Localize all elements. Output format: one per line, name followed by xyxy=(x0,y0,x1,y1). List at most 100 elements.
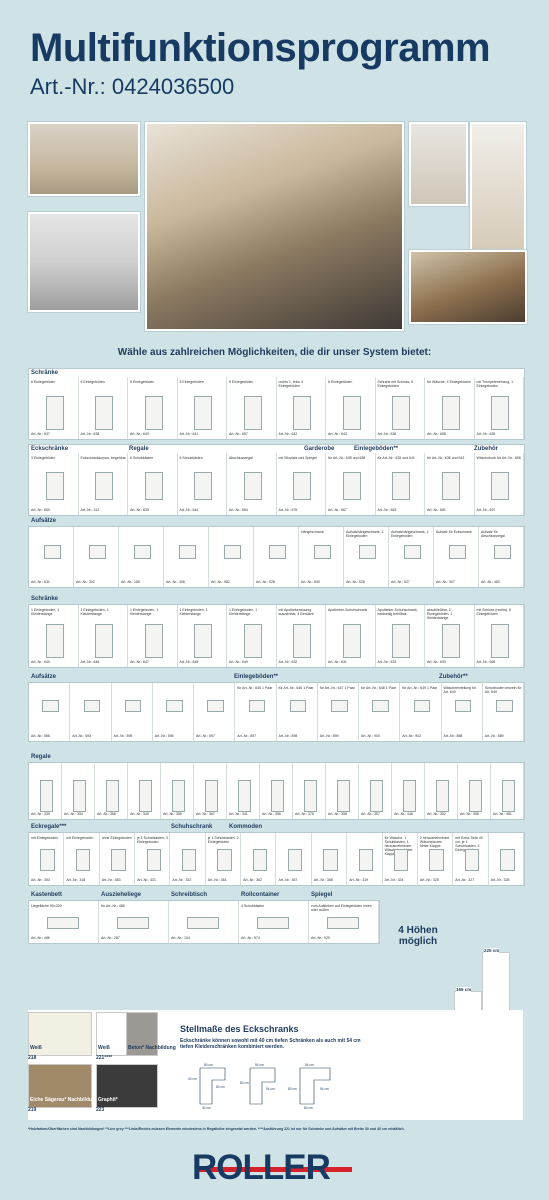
product-cell[interactable]: mit Apothekerauszug ausziehbar, 4 Einsät… xyxy=(277,605,326,667)
product-cell[interactable]: 5 Einlegeböden Art.-Nr.: 640 xyxy=(128,377,178,439)
product-cell[interactable]: Art.-Nr.: 596 xyxy=(153,683,194,741)
product-cell[interactable]: je 1 Schubkasten, 3 Einlegeboden Art.-Nr.… xyxy=(135,833,171,885)
product-cell[interactable]: Schreibtisch Art.-Nr.: 104 xyxy=(169,892,239,943)
product-cell[interactable]: Art.-Nr.: 586 xyxy=(29,683,71,741)
product-cell[interactable]: mit Schloss (rechts), 6 Einlegeböden Art.… xyxy=(475,605,524,667)
product-cell[interactable]: mit Extra-Tiefe 40 cm, je 1 Schubkasten,… xyxy=(453,833,489,885)
product-cell[interactable]: Art.-Nr.: 631 xyxy=(29,527,74,587)
dim-label: 80 cm xyxy=(288,1087,297,1091)
product-cell[interactable]: Spiegel zum Aufkleben auf Einlegeböden in… xyxy=(309,892,379,943)
product-art-number: Art.-Nr.: 902 xyxy=(402,734,422,738)
product-cell[interactable]: für Art.-Nr.: 638 und 658 Art.-Nr.: 667 xyxy=(326,453,376,515)
product-cell[interactable]: Art.-Nr.: 446 xyxy=(392,763,425,819)
product-art-number: Art.-Nr.: 528 xyxy=(256,580,275,584)
product-cell[interactable]: 6 Schubkästen Art.-Nr.: 644 xyxy=(178,453,227,515)
product-cell[interactable]: 5 Einlegeböden Art.-Nr.: 657 xyxy=(227,377,277,439)
product-cell[interactable]: 1 Einlegeboden, 1 Kleiderstange Art.-Nr.:… xyxy=(79,605,128,667)
product-cell[interactable]: für Art.-Nr.: 646 1 Paar Art.-Nr.: 898 xyxy=(277,683,318,741)
product-cell[interactable]: Art.-Nr.: 328 xyxy=(489,833,524,885)
product-cell[interactable]: Art.-Nr.: 340 xyxy=(128,763,161,819)
product-cell[interactable]: Apotheker-Schuhschrank Art.-Nr.: 631 xyxy=(326,605,376,667)
product-cell[interactable]: für Art.-Nr.: 649 1 Paar Art.-Nr.: 902 xyxy=(400,683,442,741)
product-art-number: Art.-Nr.: 633 xyxy=(377,660,397,664)
product-cell[interactable]: Art.-Nr.: 375 xyxy=(293,763,326,819)
product-cell[interactable]: 6 Schubkästen Art.-Nr.: 639 xyxy=(128,453,178,515)
product-cell[interactable]: Art.-Nr.: 185 xyxy=(119,527,164,587)
product-cell[interactable]: Art.-Nr.: 595 xyxy=(112,683,153,741)
product-cell[interactable]: für Art.-Nr.: 647 1 Paar Art.-Nr.: 899 xyxy=(318,683,359,741)
product-cell[interactable]: Art.-Nr.: 362 xyxy=(241,833,277,885)
product-cell[interactable]: Apotheker-Schuhschrank, beidseitig befül… xyxy=(376,605,425,667)
product-cell[interactable]: Art.-Nr.: 582 xyxy=(209,527,254,587)
product-cell[interactable]: Art.-Nr.: 366 xyxy=(95,763,128,819)
product-cell[interactable]: Schrank mit Schloss, 5 Einlegeböden Art.-… xyxy=(376,377,425,439)
product-cell[interactable]: 6 Einlegeböden Art.-Nr.: 643 xyxy=(326,377,376,439)
product-cell[interactable]: Art.-Nr.: 481 xyxy=(491,763,524,819)
product-cell[interactable]: abschließbar, 2 Einlegeböden, 1 Kleiders… xyxy=(425,605,475,667)
product-cell[interactable]: Aufsatzhängeschrank, 1 Einlegeboden Art.-… xyxy=(344,527,389,587)
product-cell[interactable]: Wäscheeinteilung für Art. 640 Art.-Nr.: 8… xyxy=(442,683,483,741)
product-cell[interactable]: Art.-Nr.: 352 xyxy=(425,763,458,819)
product-cell[interactable]: mit Einlegeboden Art.-Nr.: 353 xyxy=(29,833,65,885)
product-cell[interactable]: 5 Einlegeböden Art.-Nr.: 641 xyxy=(178,377,227,439)
product-cell[interactable]: 6 Einlegeböden Art.-Nr.: 637 xyxy=(29,377,79,439)
product-cell[interactable]: Art.-Nr.: 368 xyxy=(312,833,348,885)
product-cell[interactable]: 2 herausnehmbare Wäscheboxen hinter Klap… xyxy=(418,833,454,885)
product-cell[interactable]: Art.-Nr.: 593 xyxy=(70,683,112,741)
product-cell[interactable]: 1 Einlegeboden, 1 Kleiderstange Art.-Nr.:… xyxy=(227,605,277,667)
product-cell[interactable]: Abschlussregal Art.-Nr.: 654 xyxy=(227,453,277,515)
product-cell[interactable]: 1 Einlegeboden, 1 Kleiderstange Art.-Nr.:… xyxy=(128,605,178,667)
product-cell[interactable]: Eckschrankkorpus, begehbar Art.-Nr.: 312 xyxy=(79,453,128,515)
product-cell[interactable]: Wäschekorb für Art.-Nr.: 658 Art.-Nr.: 69… xyxy=(475,453,524,515)
product-cell[interactable]: für Art.-Nr.: 635 und 641 Art.-Nr.: 663 xyxy=(376,453,425,515)
product-cell[interactable]: 1 Einlegeboden, 1 Kleiderstange Art.-Nr.:… xyxy=(178,605,227,667)
product-cell[interactable]: 1 Einlegeboden, 1 Kleiderstange Art.-Nr.:… xyxy=(29,605,79,667)
product-cell[interactable]: 6 Einlegeböden Art.-Nr.: 638 xyxy=(79,377,128,439)
product-art-number: Art.-Nr.: 650 xyxy=(31,508,50,512)
product-cell[interactable]: für Wäsche, 1 Schubkasten, 1 herausnehmb… xyxy=(383,833,418,885)
product-art-number: Art.-Nr.: 354 xyxy=(64,812,83,816)
product-cell[interactable]: Aufsatz für Abschlussregal Art.-Nr.: 480 xyxy=(479,527,524,587)
product-cell[interactable]: Art.-Nr.: 358 xyxy=(458,763,491,819)
product-cell[interactable]: Art.-Nr.: 354 xyxy=(62,763,95,819)
product-cell[interactable]: Rollcontainer 4 Schubkästen Art.-Nr.: 574 xyxy=(239,892,309,943)
product-cell[interactable]: Art.-Nr.: 355 xyxy=(161,763,194,819)
product-cell[interactable]: Aufsatz für Eckschrank Art.-Nr.: 307 xyxy=(434,527,479,587)
color-swatch xyxy=(28,1012,92,1056)
section-title: Regale xyxy=(31,754,51,760)
product-cell[interactable]: für Art.-Nr.: 648 1 Paar Art.-Nr.: 900 xyxy=(359,683,401,741)
product-cell[interactable]: rechts 1, links 4 Einlegeböden Art.-Nr.: … xyxy=(277,377,326,439)
product-cell[interactable]: 3 Einlegeböden Art.-Nr.: 650 xyxy=(29,453,79,515)
product-art-number: Art.-Nr.: 649 xyxy=(229,660,248,664)
product-cell[interactable]: Art.-Nr.: 528 xyxy=(254,527,299,587)
product-cell[interactable]: Art.-Nr.: 341 xyxy=(227,763,260,819)
product-cell[interactable]: je 1 Schubkasten, 2 Einlegeböden Art.-Nr.… xyxy=(206,833,242,885)
product-cell[interactable]: Art.-Nr.: 358 xyxy=(326,763,359,819)
product-cell[interactable]: Kastenbett Liegefläche 90×200 Art.-Nr.: 48… xyxy=(29,892,99,943)
product-cell[interactable]: Art.-Nr.: 332 xyxy=(170,833,206,885)
product-drawing xyxy=(178,545,197,559)
product-drawing xyxy=(342,623,361,658)
product-cell[interactable]: für Art.-Nr.: 645 1 Paar Art.-Nr.: 897 xyxy=(235,683,277,741)
product-cell[interactable]: Art.-Nr.: 302 xyxy=(74,527,119,587)
section-title: Aufsätze xyxy=(31,518,57,524)
product-cell[interactable]: Art.-Nr.: 597 xyxy=(194,683,236,741)
product-cell[interactable]: Art.-Nr.: 306 xyxy=(164,527,209,587)
product-cell[interactable]: Art.-Nr.: 357 xyxy=(359,763,392,819)
product-drawing xyxy=(392,395,411,430)
product-cell[interactable]: mit Sitzplatz und Spiegel Art.-Nr.: 676 xyxy=(277,453,326,515)
product-cell[interactable]: Auszieheliege für Art.-Nr.: 486 Art.-Nr.: … xyxy=(99,892,169,943)
product-cell[interactable]: mit Trompeteneinzug, 1 Einlegeboden Art.-… xyxy=(475,377,524,439)
product-cell[interactable]: Aufsatzhängeschrank, 1 Einlegeboden Art.-… xyxy=(389,527,434,587)
product-cell[interactable]: Art.-Nr.: 367 xyxy=(194,763,227,819)
product-cell[interactable]: für Art.-Nr.: 636 und 643 Art.-Nr.: 681 xyxy=(425,453,475,515)
product-cell[interactable]: Art.-Nr.: 319 xyxy=(347,833,383,885)
product-cell[interactable]: Hängeschrank Art.-Nr.: 530 xyxy=(299,527,344,587)
product-cell[interactable]: ohne Einlegeboden Art.-Nr.: 483 xyxy=(100,833,136,885)
product-cell[interactable]: Art.-Nr.: 339 xyxy=(29,763,62,819)
product-cell[interactable]: Schuhboden einzeln für Art. 649 Art.-Nr.:… xyxy=(483,683,524,741)
product-cell[interactable]: Art.-Nr.: 367 xyxy=(277,833,312,885)
product-cell[interactable]: für Wäsche, 4 Einlegeböden Art.-Nr.: 658 xyxy=(425,377,475,439)
product-cell[interactable]: mit Einlegeboden Art.-Nr.: 318 xyxy=(64,833,100,885)
product-cell[interactable]: Art.-Nr.: 356 xyxy=(260,763,293,819)
